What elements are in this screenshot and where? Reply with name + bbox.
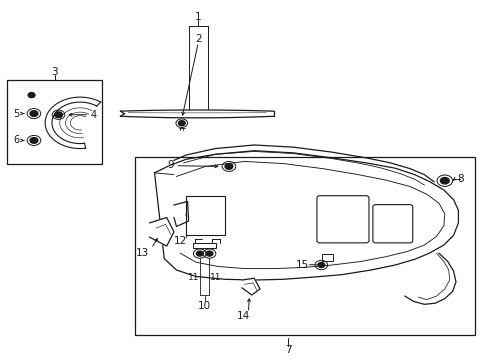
Text: 12: 12 <box>173 237 186 247</box>
Text: 4: 4 <box>90 110 96 120</box>
Text: 6: 6 <box>13 135 19 145</box>
Text: 11: 11 <box>209 273 221 282</box>
Text: 15: 15 <box>296 260 309 270</box>
FancyBboxPatch shape <box>372 204 412 243</box>
Text: 13: 13 <box>136 248 149 258</box>
Text: 8: 8 <box>456 174 463 184</box>
Circle shape <box>28 93 35 98</box>
Text: 3: 3 <box>51 67 58 77</box>
Circle shape <box>55 112 62 118</box>
Text: 5: 5 <box>13 109 19 118</box>
Bar <box>193 243 216 248</box>
Circle shape <box>440 177 448 184</box>
Circle shape <box>224 163 232 169</box>
Circle shape <box>178 121 185 126</box>
Text: 9: 9 <box>167 160 174 170</box>
Circle shape <box>205 251 212 256</box>
Text: 1: 1 <box>195 13 201 22</box>
Text: 10: 10 <box>198 301 211 311</box>
Bar <box>135 157 474 336</box>
Circle shape <box>30 111 38 116</box>
Polygon shape <box>149 217 174 246</box>
Polygon shape <box>174 202 188 226</box>
Text: 14: 14 <box>236 311 250 321</box>
Bar <box>322 253 332 261</box>
Text: 2: 2 <box>195 34 201 44</box>
Circle shape <box>196 251 203 256</box>
Bar <box>7 80 102 164</box>
Polygon shape <box>242 278 260 295</box>
Text: 11: 11 <box>188 273 199 282</box>
Text: 7: 7 <box>285 345 291 355</box>
Circle shape <box>30 138 38 143</box>
FancyBboxPatch shape <box>316 196 368 243</box>
FancyBboxPatch shape <box>186 196 224 235</box>
Circle shape <box>317 262 324 267</box>
